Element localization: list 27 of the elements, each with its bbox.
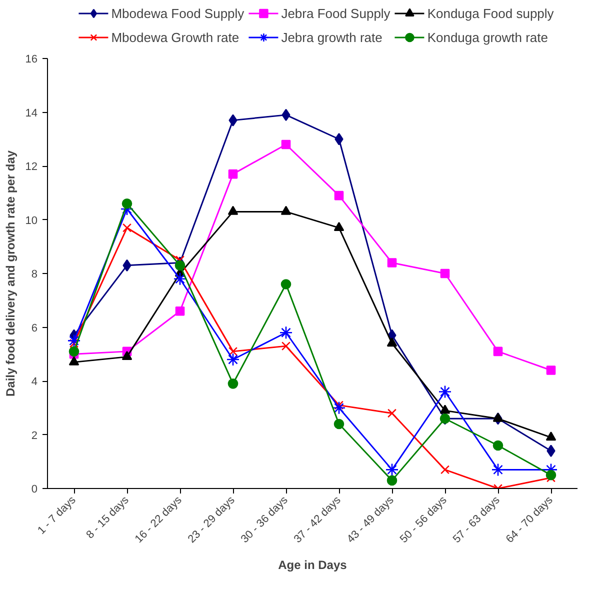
legend-label: Jebra growth rate (281, 30, 382, 44)
y-tick-label: 8 (31, 268, 38, 280)
y-axis-title: Daily food delivery and growth rate per day (3, 150, 18, 397)
legend-label: Mbodewa Food Supply (111, 6, 244, 20)
y-tick-label: 14 (25, 107, 38, 120)
y-tick-label: 16 (25, 54, 38, 66)
y-tick-label: 2 (31, 430, 38, 442)
x-tick-label: 30 - 36 days (238, 494, 291, 546)
y-tick-label: 10 (25, 214, 38, 227)
x-tick-label: 8 - 15 days (84, 494, 132, 542)
legend-label: Konduga growth rate (427, 30, 548, 44)
y-tick-label: 0 (31, 484, 38, 496)
x-axis-title: Age in Days (278, 558, 348, 572)
x-tick-label: 50 - 56 days (398, 494, 450, 546)
y-tick-label: 4 (31, 376, 38, 388)
y-tick-label: 12 (25, 161, 38, 173)
x-tick-label: 16 - 22 days (132, 494, 185, 546)
legend-label: Jebra Food Supply (281, 6, 390, 20)
x-tick-label: 37 - 42 days (292, 494, 344, 546)
legend-label: Konduga Food supply (427, 6, 554, 20)
x-tick-label: 43 - 49 days (344, 494, 397, 546)
x-tick-label: 23 - 29 days (186, 494, 238, 546)
x-tick-label: 57 - 63 days (450, 494, 503, 546)
legend-label: Mbodewa Growth rate (111, 30, 240, 44)
x-tick-label: 1 - 7 days (36, 494, 79, 537)
y-tick-label: 6 (31, 322, 38, 334)
x-tick-label: 64 - 70 days (504, 494, 556, 546)
